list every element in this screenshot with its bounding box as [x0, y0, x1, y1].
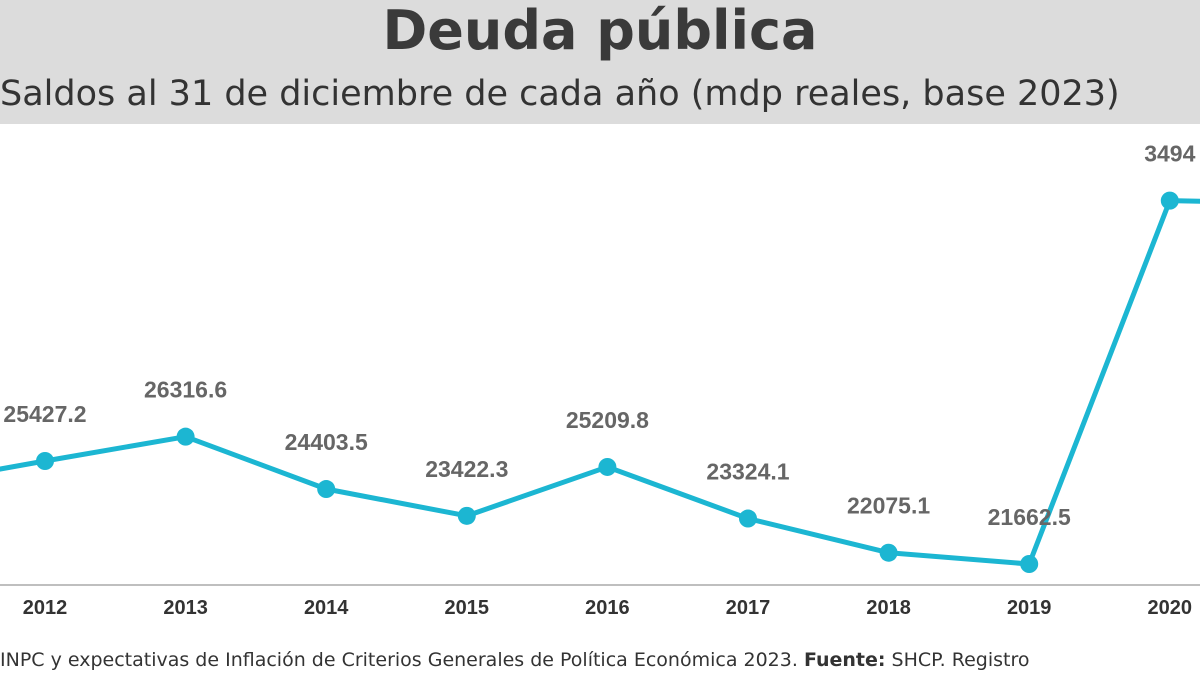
footnote-source: SHCP. Registro [885, 649, 1030, 671]
x-tick-2020: 2020 [1148, 597, 1193, 619]
data-point-2018 [879, 543, 898, 562]
line-chart: 25427.2 2012 26316.6 2013 24403.5 2014 23422.3… [0, 141, 1200, 619]
data-label-2015: 23422.3 [425, 456, 508, 482]
data-point-2019 [1020, 555, 1039, 573]
x-tick-2018: 2018 [866, 597, 911, 619]
data-point-2020 [1160, 191, 1179, 210]
data-label-2014: 24403.5 [285, 429, 368, 455]
footnote: INPC y expectativas de Inflación de Crit… [0, 647, 1029, 673]
footnote-source-label: Fuente: [803, 649, 886, 671]
x-tick-2019: 2019 [1007, 597, 1052, 619]
data-point-2015 [457, 506, 476, 525]
chart-title: Deuda pública [382, 0, 818, 62]
x-tick-2013: 2013 [163, 597, 208, 619]
data-label-2019: 21662.5 [988, 504, 1071, 530]
x-tick-2014: 2014 [304, 597, 349, 619]
chart-subtitle: Saldos al 31 de diciembre de cada año (m… [0, 74, 1120, 114]
data-point-2017 [739, 509, 757, 528]
data-label-2017: 23324.1 [706, 459, 789, 485]
footnote-text: INPC y expectativas de Inflación de Crit… [0, 649, 804, 671]
data-label-2020: 3494 [1144, 141, 1195, 167]
x-tick-2016: 2016 [585, 597, 630, 619]
x-tick-2012: 2012 [23, 597, 68, 619]
data-label-2016: 25209.8 [566, 407, 649, 433]
data-point-2012 [36, 452, 54, 470]
data-label-2013: 26316.6 [144, 377, 227, 403]
x-tick-2017: 2017 [726, 597, 771, 619]
data-label-2012: 25427.2 [3, 401, 86, 427]
header-band [0, 0, 1200, 124]
data-point-2014 [317, 480, 336, 499]
data-point-2013 [176, 427, 195, 446]
data-point-2016 [598, 457, 617, 476]
x-tick-2015: 2015 [445, 597, 490, 619]
data-label-2018: 22075.1 [847, 493, 930, 519]
